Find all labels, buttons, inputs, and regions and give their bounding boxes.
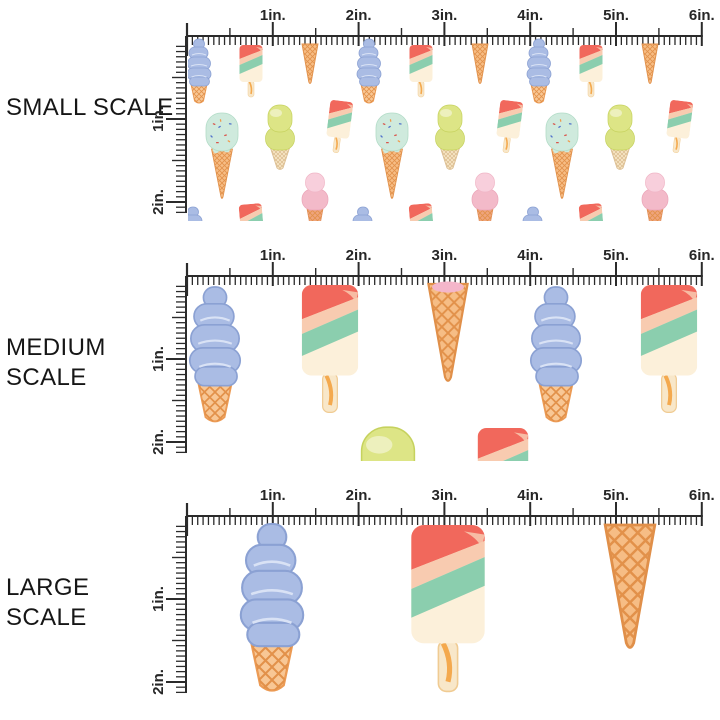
horizontal-ruler-label: 6in. <box>689 247 715 264</box>
motif-blue-soft-serve <box>188 285 242 423</box>
vertical-ruler-label: 2in. <box>150 189 167 215</box>
vertical-ruler-label: 1in. <box>150 346 167 372</box>
motif-blue-soft-serve-tip <box>188 206 206 221</box>
motif-lime-cone <box>605 104 635 170</box>
motif-blue-soft-serve <box>356 38 382 104</box>
motif-pink-ice-cream <box>301 172 329 221</box>
motif-waffle-cone <box>427 282 469 383</box>
motif-striped-popsicle <box>641 285 697 412</box>
motif-lime-cone <box>435 104 465 170</box>
motif-striped-popsicle <box>580 45 603 97</box>
horizontal-ruler-label: 5in. <box>603 487 629 504</box>
motif-lime-cone <box>265 104 295 170</box>
motif-blue-soft-serve <box>529 285 583 423</box>
horizontal-ruler-label: 6in. <box>689 487 715 504</box>
motif-striped-popsicle <box>240 45 263 97</box>
motif-pink-ice-cream <box>471 172 499 221</box>
vertical-ruler-label: 1in. <box>150 586 167 612</box>
horizontal-ruler-label: 1in. <box>260 247 286 264</box>
motif-striped-popsicle <box>324 100 353 154</box>
horizontal-ruler-label: 2in. <box>346 247 372 264</box>
row-label-large-scale: LARGE SCALE <box>6 574 90 631</box>
motif-striped-popsicle <box>411 525 485 691</box>
fabric-swatch-medium <box>188 281 697 542</box>
horizontal-ruler-label: 4in. <box>517 247 543 264</box>
horizontal-ruler: 1in. 2in. 3in. 4in. 5in. 6in. <box>185 487 715 536</box>
motif-blue-soft-serve <box>239 522 305 692</box>
motif-striped-popsicle <box>410 45 433 97</box>
scale-row-small: 1in. 2in. 3in. 4in. 5in. 6in. 1in. 2in. <box>150 7 715 257</box>
vertical-ruler: 1in. 2in. <box>150 516 187 695</box>
motif-striped-popsicle <box>494 100 523 154</box>
horizontal-ruler-label: 2in. <box>346 7 372 24</box>
horizontal-ruler-label: 6in. <box>689 7 715 24</box>
motif-waffle-cone <box>603 523 657 650</box>
motif-red-popsicle-top <box>478 428 529 542</box>
scale-row-large: 1in. 2in. 3in. 4in. 5in. 6in. 1in. 2in. <box>150 487 715 695</box>
motif-pink-scoop-tip <box>432 281 464 293</box>
motif-mint-sprinkle-cone <box>205 112 239 199</box>
motif-red-popsicle-top <box>579 203 606 257</box>
horizontal-ruler-label: 3in. <box>431 247 457 264</box>
row-label-medium-scale: MEDIUM SCALE <box>6 334 106 391</box>
motif-striped-popsicle <box>302 285 358 412</box>
vertical-ruler: 1in. 2in. <box>150 276 187 455</box>
vertical-ruler-label: 2in. <box>150 429 167 455</box>
horizontal-ruler-label: 4in. <box>517 487 543 504</box>
scale-row-medium: 1in. 2in. 3in. 4in. 5in. 6in. 1in. 2in. <box>150 247 715 542</box>
motif-waffle-cone <box>641 43 659 84</box>
motif-mint-sprinkle-cone <box>545 112 579 199</box>
row-label-small-scale: SMALL SCALE <box>6 94 174 121</box>
motif-waffle-cone <box>301 43 319 84</box>
vertical-ruler: 1in. 2in. <box>150 36 187 215</box>
horizontal-ruler-label: 1in. <box>260 7 286 24</box>
motif-waffle-cone <box>471 43 489 84</box>
horizontal-ruler-label: 4in. <box>517 7 543 24</box>
vertical-ruler-label: 2in. <box>150 669 167 695</box>
motif-striped-popsicle <box>664 100 693 154</box>
fabric-swatch-large <box>239 522 657 692</box>
motif-blue-soft-serve <box>188 38 212 104</box>
horizontal-ruler: 1in. 2in. 3in. 4in. 5in. 6in. <box>185 7 715 56</box>
horizontal-ruler-label: 1in. <box>260 487 286 504</box>
fabric-swatch-small <box>188 38 693 257</box>
horizontal-ruler-label: 2in. <box>346 487 372 504</box>
motif-blue-soft-serve <box>526 38 552 104</box>
horizontal-ruler-label: 3in. <box>431 7 457 24</box>
motif-pink-ice-cream <box>641 172 669 221</box>
motif-mint-sprinkle-cone <box>375 112 409 199</box>
horizontal-ruler-label: 5in. <box>603 7 629 24</box>
horizontal-ruler-label: 3in. <box>431 487 457 504</box>
vertical-ruler-label: 1in. <box>150 106 167 132</box>
horizontal-ruler-label: 5in. <box>603 247 629 264</box>
